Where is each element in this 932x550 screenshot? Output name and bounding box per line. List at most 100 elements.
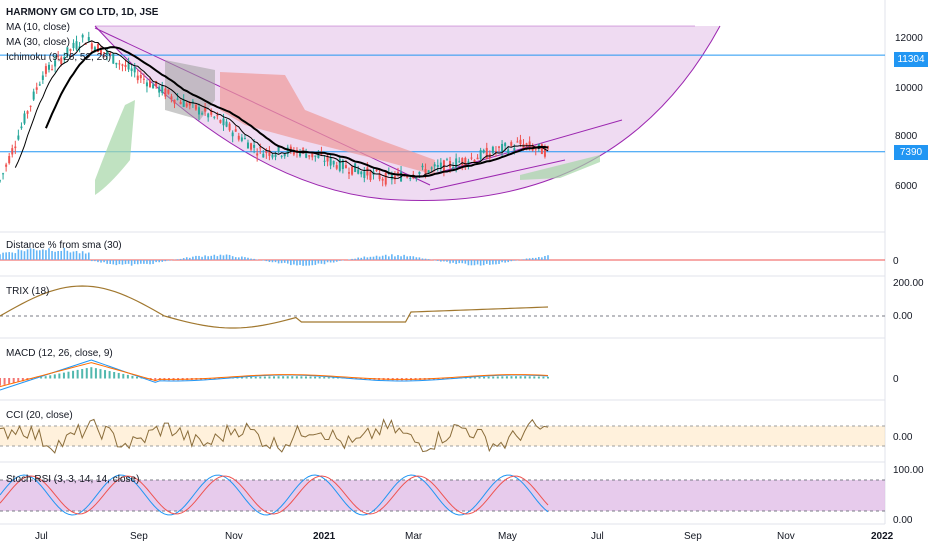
candle-body xyxy=(8,156,11,164)
candle-body xyxy=(314,155,317,157)
candle-body xyxy=(234,129,237,132)
dist-bar xyxy=(332,260,335,263)
dist-bar xyxy=(112,260,115,265)
dist-bar xyxy=(397,255,399,260)
cci-panel-label[interactable]: CCI (20, close) xyxy=(6,410,73,421)
macd-histogram-bar xyxy=(286,376,289,379)
candle-body xyxy=(311,152,314,158)
candle-body xyxy=(100,48,103,55)
stoch-panel-label[interactable]: Stoch RSI (3, 3, 14, 14, close) xyxy=(6,474,140,485)
candle-body xyxy=(133,66,136,73)
candle-body xyxy=(161,85,164,94)
dist-bar xyxy=(69,252,72,260)
dist-bar xyxy=(375,255,378,260)
candle-body xyxy=(421,165,424,168)
dist-bar xyxy=(167,260,170,261)
macd-histogram-bar xyxy=(537,376,540,379)
dist-bar xyxy=(314,260,317,265)
candle-body xyxy=(326,155,329,162)
macd-histogram-bar xyxy=(236,377,239,379)
candle-body xyxy=(240,137,243,141)
dist-bar xyxy=(143,260,145,264)
candle-body xyxy=(155,81,158,87)
dist-bar xyxy=(339,260,341,261)
dist-bar xyxy=(293,260,295,265)
macd-histogram-bar xyxy=(533,376,536,379)
dist-bar xyxy=(449,260,451,264)
macd-histogram-bar xyxy=(117,372,120,379)
candle-body xyxy=(274,154,277,157)
candle-body xyxy=(344,165,347,169)
dist-bar xyxy=(5,252,7,260)
candle-body xyxy=(510,142,513,146)
dist-bar xyxy=(32,248,35,260)
candle-body xyxy=(381,178,384,181)
candle-body xyxy=(253,144,256,148)
dist-bar xyxy=(317,260,320,264)
macd-histogram-bar xyxy=(464,377,467,379)
candle-body xyxy=(283,153,286,157)
candle-body xyxy=(479,150,482,159)
candle-body xyxy=(409,177,412,179)
macd-histogram-bar xyxy=(492,376,495,379)
ma10-legend[interactable]: MA (10, close) xyxy=(6,22,70,33)
dist-bar xyxy=(320,260,323,264)
dist-bar xyxy=(541,257,543,260)
candle-body xyxy=(60,57,63,65)
candle-body xyxy=(96,44,99,53)
candle-body xyxy=(507,149,510,154)
ma30-line xyxy=(45,46,549,178)
dist-bar xyxy=(476,260,479,265)
macd-histogram-bar xyxy=(76,369,79,379)
dist-bar xyxy=(38,250,41,260)
dist-tick-0: 0 xyxy=(893,256,899,267)
dist-bar xyxy=(458,260,461,264)
dist-bar xyxy=(45,250,47,260)
ma30-legend[interactable]: MA (30, close) xyxy=(6,37,70,48)
macd-histogram-bar xyxy=(72,370,75,379)
dist-bar xyxy=(268,260,271,262)
candle-body xyxy=(335,165,338,169)
macd-histogram-bar xyxy=(250,376,253,379)
dist-bar xyxy=(391,254,393,260)
dist-bar xyxy=(479,260,482,266)
dist-bar xyxy=(409,256,412,260)
dist-bar xyxy=(8,252,10,260)
candle-body xyxy=(5,164,8,167)
dist-panel-label[interactable]: Distance % from sma (30) xyxy=(6,240,122,251)
ichimoku-legend[interactable]: Ichimoku (9, 26, 52, 26) xyxy=(6,52,112,63)
macd-histogram-bar xyxy=(140,377,143,379)
dist-bar xyxy=(412,256,415,260)
macd-histogram-bar xyxy=(510,376,513,379)
dist-bar xyxy=(234,257,237,260)
candle-body xyxy=(522,144,525,149)
dist-bar xyxy=(296,260,298,266)
macd-panel-label[interactable]: MACD (12, 26, close, 9) xyxy=(6,348,113,359)
candle-body xyxy=(17,135,20,140)
dist-bar xyxy=(250,258,252,260)
dist-bar xyxy=(213,254,216,260)
candle-body xyxy=(103,52,106,54)
macd-histogram-bar xyxy=(122,373,125,379)
dist-bar xyxy=(14,253,17,260)
candle-body xyxy=(476,157,479,160)
macd-histogram-bar xyxy=(273,376,275,379)
candle-body xyxy=(329,157,332,166)
dist-bar xyxy=(308,260,311,266)
candle-body xyxy=(167,89,170,94)
dist-bar xyxy=(544,255,546,260)
candle-body xyxy=(485,147,488,159)
dist-bar xyxy=(2,252,4,260)
candle-body xyxy=(11,148,14,155)
dist-bar xyxy=(84,253,87,260)
candle-body xyxy=(170,96,173,100)
dist-bar xyxy=(72,251,75,260)
macd-histogram-bar xyxy=(268,376,271,379)
candle-body xyxy=(427,170,430,174)
trix-panel-label[interactable]: TRIX (18) xyxy=(6,286,50,297)
lower-channel-line xyxy=(429,159,566,191)
candle-body xyxy=(69,49,72,51)
dist-bar xyxy=(87,252,90,260)
candle-body xyxy=(259,147,262,149)
candle-body xyxy=(75,41,78,50)
